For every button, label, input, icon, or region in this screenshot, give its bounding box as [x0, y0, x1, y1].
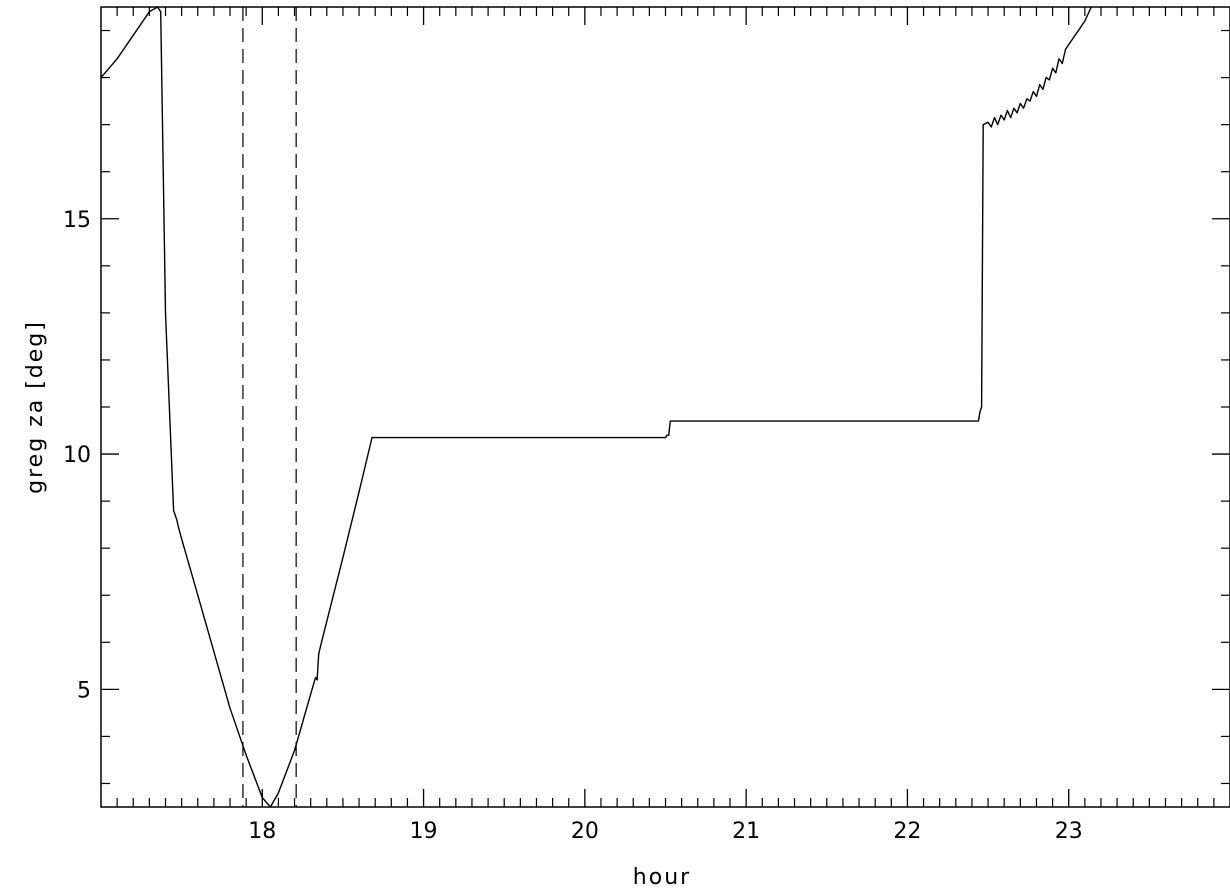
y-tick-labels: 5 10 15: [63, 208, 91, 704]
x-tick-label: 22: [893, 819, 921, 844]
x-tick-label: 21: [732, 819, 760, 844]
y-tick-label: 5: [77, 678, 91, 703]
plot-frame: [100, 6, 1230, 808]
y-axis-title: greg za [deg]: [23, 320, 48, 494]
x-tick-label: 19: [410, 819, 438, 844]
x-tick-label: 20: [571, 819, 599, 844]
x-axis-title: hour: [633, 865, 691, 890]
y-tick-label: 15: [63, 208, 91, 233]
vertical-markers: [242, 7, 297, 807]
x-tick-label: 23: [1055, 819, 1083, 844]
minor-ticks: [101, 7, 1230, 807]
x-tick-labels: 18 19 20 21 22 23: [248, 819, 1082, 844]
y-tick-label: 10: [63, 443, 91, 468]
x-tick-label: 18: [248, 819, 276, 844]
series-line: [100, 6, 1092, 808]
